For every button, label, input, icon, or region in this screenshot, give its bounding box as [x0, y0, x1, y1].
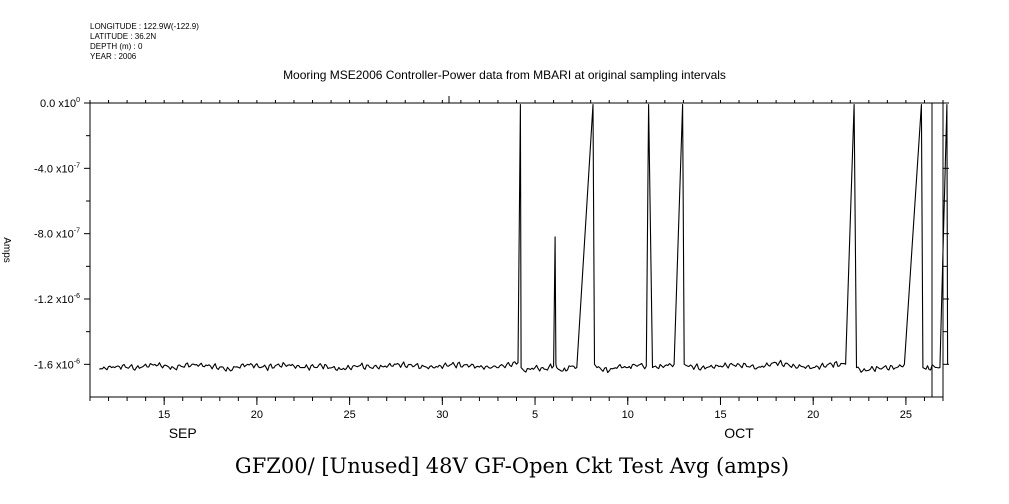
x-axis: 15 20 25 30 5 10 15 20 25 SEP OCT [89, 100, 944, 441]
latitude-label: LATITUDE : 36.2N [90, 32, 157, 41]
variable-title: GFZ00/ [Unused] 48V GF-Open Ckt Test Avg… [234, 454, 790, 478]
x-tick-label-7: 20 [807, 409, 819, 421]
depth-label: DEPTH (m) : 0 [90, 42, 143, 51]
y-tick-label-3: -1.2 x10-6 [34, 293, 80, 306]
y-tick-label-1: -4.0 x10-7 [34, 162, 80, 175]
x-tick-label-6: 15 [714, 409, 726, 421]
y-tick-label-4: -1.6 x10-6 [34, 358, 80, 371]
plot-frame [89, 102, 944, 398]
series-line [99, 104, 949, 374]
metadata-block: LONGITUDE : 122.9W(-122.9) LATITUDE : 36… [90, 22, 199, 62]
x-tick-label-3: 30 [436, 409, 448, 421]
y-axis-label: Amps [1, 237, 12, 263]
plot-title: Mooring MSE2006 Controller-Power data fr… [283, 68, 726, 82]
x-tick-label-8: 25 [900, 409, 912, 421]
x-tick-label-2: 25 [343, 409, 355, 421]
y-tick-label-0: 0.0 x100 [40, 97, 80, 110]
x-tick-label-5: 10 [622, 409, 634, 421]
year-label: YEAR : 2006 [90, 52, 137, 61]
y-axis: 0.0 x100 -4.0 x10-7 -8.0 x10-7 -1.2 x10-6 -1… [34, 97, 949, 371]
month-label-1: OCT [724, 425, 754, 441]
x-tick-label-4: 5 [532, 409, 538, 421]
y-tick-label-2: -8.0 x10-7 [34, 228, 80, 241]
x-tick-label-0: 15 [158, 409, 170, 421]
month-label-0: SEP [169, 425, 197, 441]
longitude-label: LONGITUDE : 122.9W(-122.9) [90, 22, 199, 31]
x-tick-label-1: 20 [251, 409, 263, 421]
